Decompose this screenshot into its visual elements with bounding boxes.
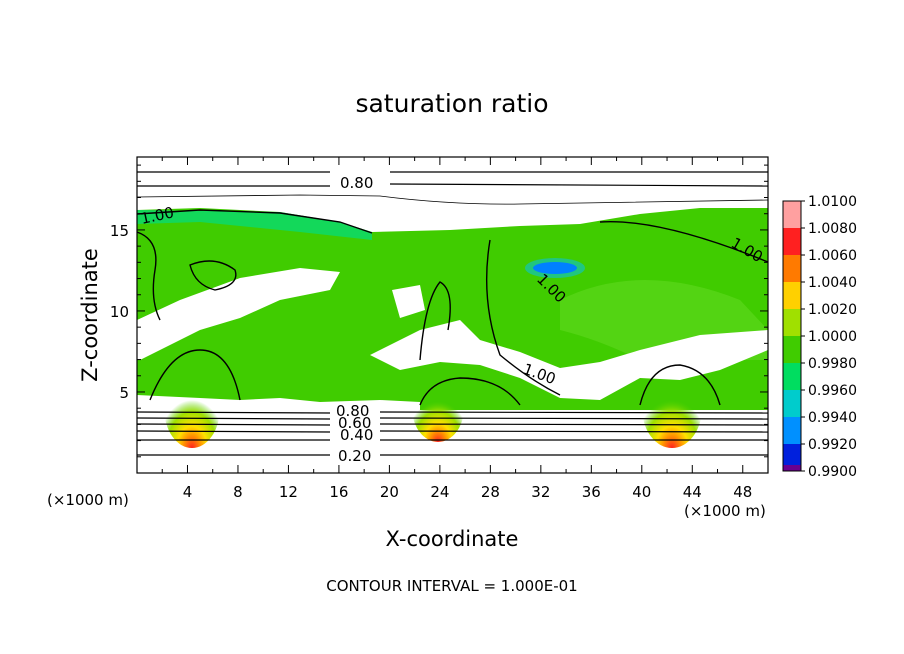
field-cyan-fringe bbox=[137, 210, 372, 240]
hotspot-2 bbox=[412, 374, 464, 442]
x-tick-label: 8 bbox=[233, 483, 243, 501]
colorbar-label: 1.0040 bbox=[808, 275, 857, 291]
colorbar-label: 0.9960 bbox=[808, 383, 857, 399]
colorbar-swatch bbox=[783, 282, 801, 309]
colorbar-label: 0.9900 bbox=[808, 464, 857, 480]
contour-1-00-low2 bbox=[419, 377, 521, 406]
colorbar-swatch bbox=[783, 417, 801, 444]
contour-1-00-column bbox=[419, 281, 451, 361]
contour-1-00-right bbox=[599, 220, 768, 263]
x-tick-label: 48 bbox=[733, 483, 752, 501]
contour-1-00-island bbox=[189, 260, 237, 291]
colorbar-label: 0.9920 bbox=[808, 437, 857, 453]
contour-interval-note: CONTOUR INTERVAL = 1.000E-01 bbox=[326, 577, 577, 595]
saturation-field bbox=[137, 208, 768, 448]
colorbar-swatch bbox=[783, 228, 801, 255]
colorbar-swatch bbox=[783, 363, 801, 390]
contour-lower-1b bbox=[379, 411, 769, 414]
x-tick-label: 20 bbox=[380, 483, 399, 501]
contour-upper-2b bbox=[389, 183, 769, 187]
contour-lower-3 bbox=[136, 423, 331, 426]
colorbar-swatch-min bbox=[783, 465, 801, 471]
contour-label-080-bottom: 0.80 bbox=[336, 402, 369, 420]
stratified-contours bbox=[136, 171, 769, 456]
chart-title: saturation ratio bbox=[355, 89, 548, 118]
contour-lower-4 bbox=[136, 430, 331, 433]
contour-1-00-low bbox=[149, 349, 241, 401]
x-tick-label: 24 bbox=[430, 483, 449, 501]
plot-frame bbox=[136, 156, 769, 474]
x-tick-label: 44 bbox=[683, 483, 702, 501]
x-tick-label: 36 bbox=[582, 483, 601, 501]
y-axis: 5 10 15 bbox=[110, 164, 768, 458]
colorbar-label: 1.0100 bbox=[808, 194, 857, 210]
x-tick-label: 40 bbox=[632, 483, 651, 501]
field-cyan-spot bbox=[525, 258, 585, 278]
colorbar-label: 0.9980 bbox=[808, 356, 857, 372]
contour-1-00-mid bbox=[485, 239, 561, 396]
colorbar-label: 0.9940 bbox=[808, 410, 857, 426]
contour-lower-2 bbox=[136, 417, 331, 420]
colorbar-label: 1.0020 bbox=[808, 302, 857, 318]
field-white-band-2 bbox=[370, 320, 768, 400]
contour-lower-4b bbox=[379, 430, 769, 433]
x-tick-label: 28 bbox=[481, 483, 500, 501]
contour-lower-2b bbox=[379, 417, 769, 420]
y-tick-label: 10 bbox=[110, 303, 129, 321]
contour-label-040: 0.40 bbox=[340, 426, 373, 444]
contour-1-00-top bbox=[137, 209, 373, 234]
x-tick-label: 12 bbox=[279, 483, 298, 501]
field-white-band bbox=[137, 268, 340, 360]
contour-label-020: 0.20 bbox=[338, 447, 371, 465]
hotspot-3 bbox=[642, 368, 702, 448]
x-tick-label: 4 bbox=[183, 483, 193, 501]
x-axis: 4 8 12 16 20 24 28 32 36 40 44 48 bbox=[161, 157, 752, 501]
colorbar-label: 1.0080 bbox=[808, 221, 857, 237]
field-white-patch bbox=[392, 285, 425, 318]
contour-label-060: 0.60 bbox=[338, 414, 371, 432]
colorbar-swatch bbox=[783, 444, 801, 471]
colorbar-label: 1.0000 bbox=[808, 329, 857, 345]
y-tick-label: 5 bbox=[119, 384, 129, 402]
hotspot-1 bbox=[164, 368, 220, 448]
contour-upper-3 bbox=[136, 194, 769, 205]
y-tick-label: 15 bbox=[110, 222, 129, 240]
colorbar: 1.0100 1.0080 1.0060 1.0040 1.0020 1.0000 0.99… bbox=[782, 194, 857, 480]
x-tick-label: 32 bbox=[531, 483, 550, 501]
colorbar-swatch bbox=[783, 255, 801, 282]
colorbar-swatch bbox=[783, 201, 801, 228]
contour-lower-1 bbox=[136, 411, 331, 414]
colorbar-swatch bbox=[783, 309, 801, 336]
contour-1-00-left bbox=[137, 231, 161, 321]
colorbar-swatch bbox=[783, 336, 801, 363]
x-unit-label-left: (×1000 m) bbox=[47, 491, 129, 509]
contour-1-00-low3 bbox=[639, 364, 721, 406]
colorbar-swatch bbox=[783, 390, 801, 417]
x-tick-label: 16 bbox=[329, 483, 348, 501]
x-unit-label-right: (×1000 m) bbox=[684, 502, 766, 520]
colorbar-label: 1.0060 bbox=[808, 248, 857, 264]
contour-label-080-top: 0.80 bbox=[340, 174, 373, 192]
y-axis-title: Z-coordinate bbox=[78, 248, 102, 382]
x-axis-title: X-coordinate bbox=[386, 527, 519, 551]
contour-lower-3b bbox=[379, 423, 769, 426]
